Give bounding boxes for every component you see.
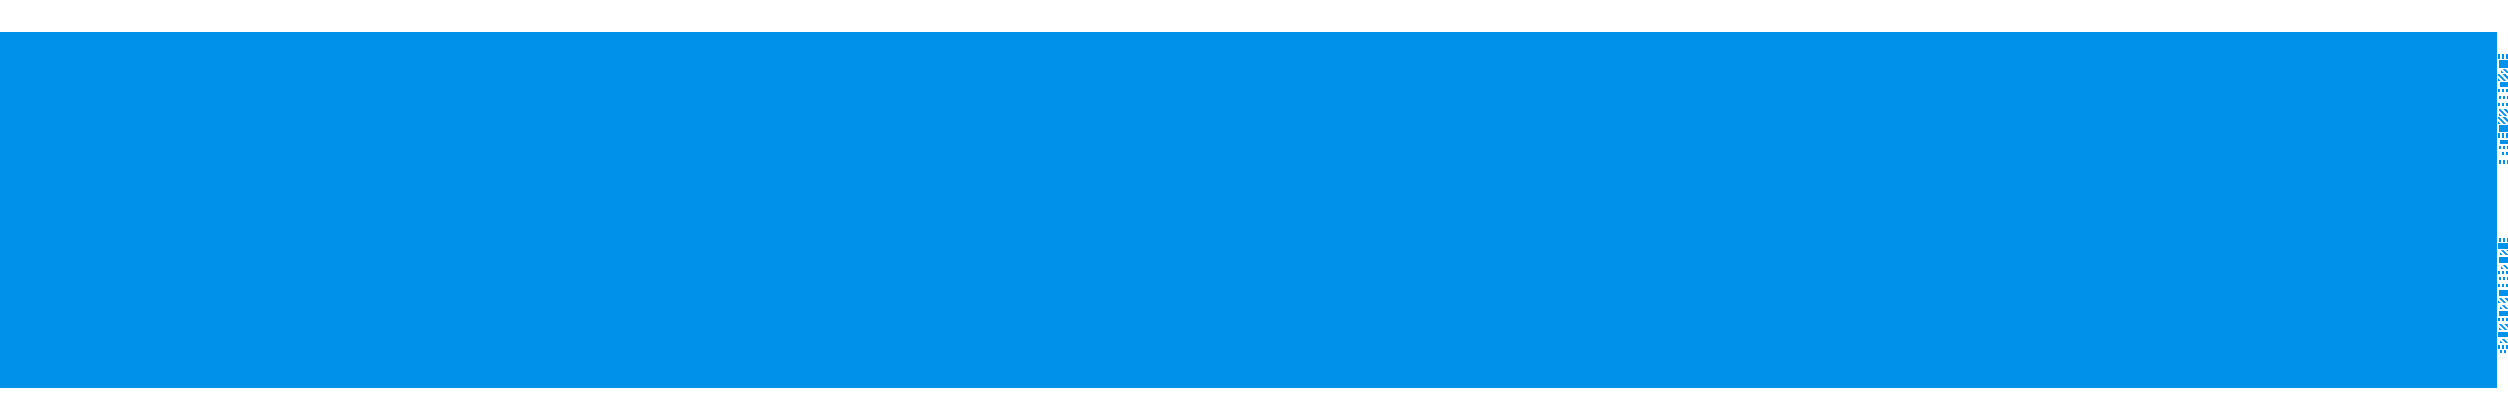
clipped-glyph-sliver: [2499, 60, 2508, 68]
clipped-glyph-sliver: [2500, 82, 2508, 87]
clipped-glyph-sliver: [2500, 250, 2508, 255]
clipped-glyph-sliver: [2499, 160, 2508, 164]
clipped-glyph-sliver: [2499, 290, 2508, 296]
clipped-glyph-sliver: [2500, 140, 2508, 144]
clipped-glyph-sliver: [2500, 305, 2508, 309]
clipped-glyph-sliver: [2498, 318, 2508, 321]
right-edge-gutter: [2497, 0, 2508, 402]
clipped-glyph-sliver: [2501, 265, 2508, 269]
clipped-glyph-sliver: [2498, 298, 2508, 303]
clipped-glyph-sliver: [2499, 238, 2508, 242]
clipped-glyph-sliver: [2500, 339, 2508, 343]
clipped-glyph-sliver: [2499, 277, 2508, 280]
clipped-glyph-sliver: [2498, 54, 2508, 59]
clipped-glyph-sliver: [2501, 69, 2508, 73]
clipped-glyph-sliver: [2498, 284, 2508, 287]
clipped-glyph-sliver: [2499, 257, 2508, 263]
clipped-glyph-sliver: [2498, 271, 2508, 274]
clipped-glyph-sliver: [2500, 350, 2508, 353]
clipped-glyph-sliver: [2499, 311, 2508, 316]
clipped-glyph-sliver: [2498, 103, 2508, 106]
clipped-glyph-sliver: [2498, 89, 2508, 92]
blue-banner: [0, 32, 2497, 388]
clipped-glyph-sliver: [2499, 324, 2508, 330]
clipped-glyph-sliver: [2499, 146, 2508, 149]
clipped-glyph-sliver: [2498, 117, 2508, 124]
clipped-glyph-sliver: [2498, 243, 2508, 249]
clipped-glyph-sliver: [2498, 74, 2508, 81]
clipped-glyph-sliver: [2499, 109, 2508, 116]
clipped-glyph-sliver: [2502, 152, 2508, 155]
clipped-glyph-sliver: [2498, 133, 2508, 138]
clipped-glyph-sliver: [2498, 345, 2508, 349]
clipped-glyph-sliver: [2499, 125, 2508, 132]
clipped-glyph-sliver: [2499, 96, 2508, 99]
clipped-glyph-sliver: [2498, 332, 2508, 337]
